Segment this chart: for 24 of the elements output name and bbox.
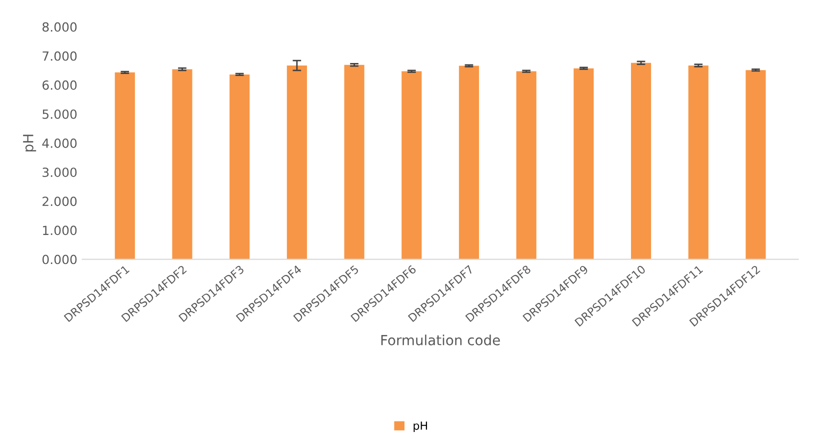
bar [286,65,307,260]
bar [458,66,480,260]
y-tick-label: 0.000 [42,254,77,264]
y-tick-label: 5.000 [42,109,77,119]
bar [688,65,708,260]
bar [630,62,652,260]
bar [516,71,536,260]
y-axis-title: pH [23,134,36,152]
bar [402,71,422,260]
bar [114,72,135,260]
y-tick-label: 6.000 [42,80,77,90]
bar [344,64,364,260]
y-tick-label: 3.000 [42,168,77,178]
y-tick-label: 4.000 [42,138,77,148]
y-tick-label: 7.000 [42,51,77,61]
legend-label: pH [414,422,427,432]
bar [574,68,594,260]
bar [172,69,192,260]
y-tick-label: 2.000 [42,196,77,206]
y-tick-label: 8.000 [42,22,77,32]
bar [746,70,766,260]
y-tick-label: 1.000 [43,226,77,236]
bar [230,74,250,260]
x-axis-title: Formulation code [381,334,500,346]
